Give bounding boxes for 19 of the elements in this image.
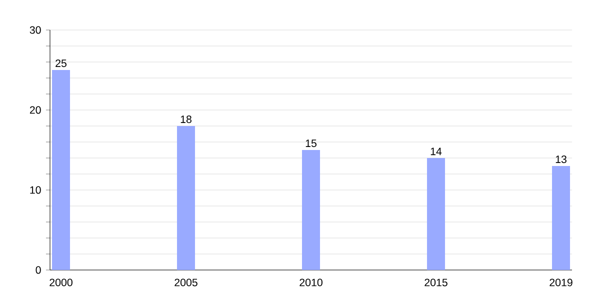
bar (552, 166, 570, 270)
x-tick-label: 2010 (300, 278, 322, 286)
y-tick-label: 20 (30, 106, 41, 114)
x-tick-label: 2005 (174, 278, 198, 286)
data-label: 13 (556, 156, 566, 164)
y-tick-label: 10 (30, 186, 41, 194)
data-label: 18 (180, 116, 192, 124)
data-label: 25 (56, 60, 66, 68)
data-label: 14 (430, 148, 442, 156)
y-tick-label: 0 (36, 266, 41, 274)
x-tick-label: 2000 (50, 278, 72, 286)
y-tick-label: 30 (30, 26, 41, 34)
bar (177, 126, 196, 270)
x-tick-label: 2019 (550, 278, 572, 286)
bar (427, 158, 446, 270)
bar (52, 70, 70, 270)
x-tick-label: 2015 (424, 278, 448, 286)
data-label: 15 (306, 140, 316, 148)
bar (302, 150, 320, 270)
